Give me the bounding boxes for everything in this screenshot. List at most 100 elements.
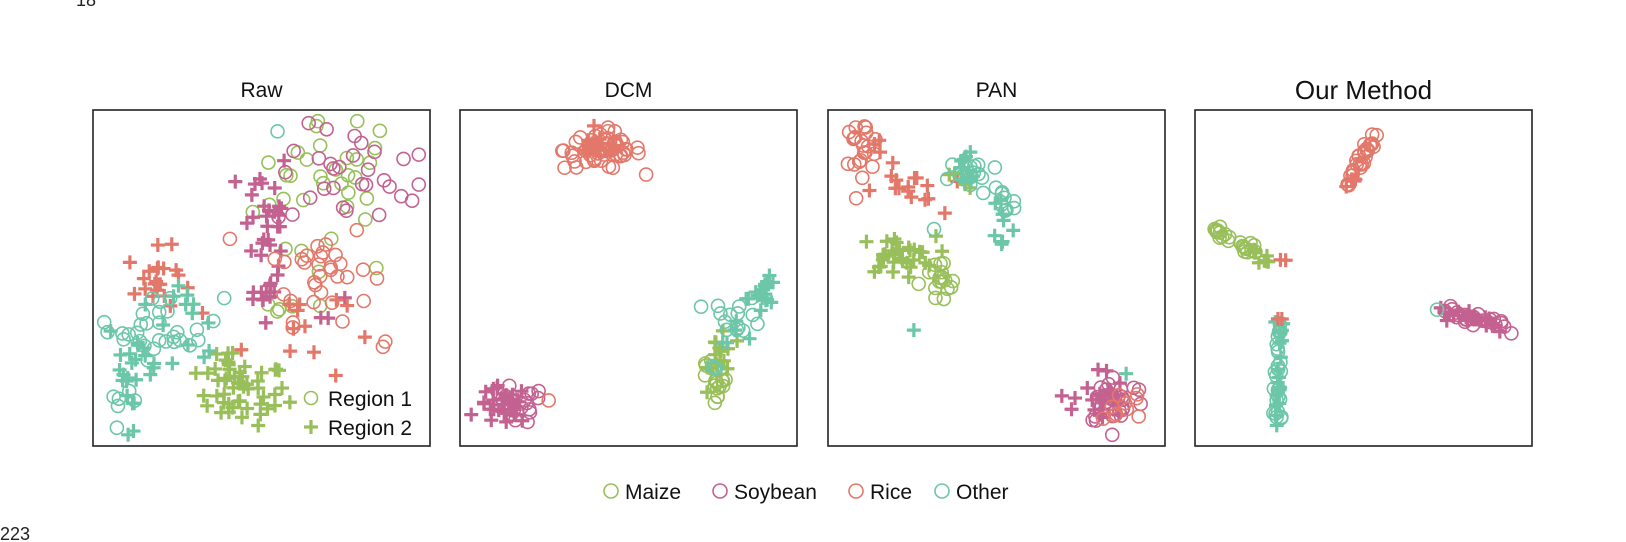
point-maize-region1	[340, 168, 356, 183]
point-other-region1	[152, 294, 168, 309]
point-other-region1	[1429, 302, 1445, 318]
panel-title: DCM	[605, 79, 653, 102]
panels: Raw DCM PAN Our Method	[92, 75, 1533, 447]
point-soybean-region2	[313, 310, 328, 325]
legend-label: Rice	[870, 481, 912, 504]
scatter-panel-1: Raw	[92, 79, 431, 447]
point-other-region2	[138, 297, 153, 312]
point-other-region1	[158, 334, 174, 349]
point-soybean-region1	[531, 383, 546, 399]
legend-item-region1: Region 1	[303, 388, 412, 411]
plot-area	[464, 118, 780, 430]
point-maize-region1	[312, 138, 328, 153]
point-rice-region1	[617, 147, 632, 163]
point-rice-region1	[313, 285, 329, 300]
point-rice-region1	[356, 293, 372, 309]
point-rice-region1	[355, 262, 371, 277]
point-soybean-region2	[1064, 402, 1079, 417]
point-soybean-region2	[1485, 318, 1500, 333]
point-other-region1	[116, 332, 131, 347]
scatter-panel-2: DCM	[459, 79, 798, 447]
point-other-region1	[191, 332, 206, 348]
point-rice-region1	[339, 269, 355, 285]
point-other-region1	[106, 389, 121, 404]
point-other-region1	[96, 314, 112, 330]
point-rice-region1	[568, 134, 584, 150]
point-rice-region1	[335, 314, 350, 329]
point-maize-region1	[1237, 240, 1253, 256]
point-maize-region2	[209, 388, 224, 403]
point-soybean-region2	[267, 181, 282, 196]
point-rice-region2	[873, 145, 888, 160]
point-rice-region2	[920, 178, 935, 193]
point-maize-region2	[217, 373, 232, 388]
point-maize-region2	[208, 361, 223, 376]
point-maize-region2	[859, 234, 874, 249]
point-rice-region1	[848, 190, 864, 206]
point-maize-region1	[310, 113, 326, 129]
point-maize-region2	[254, 365, 269, 380]
page-number-top: 18	[76, 0, 96, 10]
point-maize-region2	[217, 387, 232, 402]
class-legend: Maize Soybean Rice Other	[603, 481, 1009, 504]
point-soybean-region1	[323, 156, 338, 172]
point-maize-region2	[915, 245, 930, 260]
point-maize-region1	[349, 113, 365, 129]
point-other-region2	[762, 268, 777, 283]
point-maize-region2	[903, 243, 918, 258]
point-soybean-region2	[512, 394, 527, 409]
point-other-region2	[729, 314, 744, 329]
point-other-region2	[121, 427, 136, 442]
point-rice-region1	[855, 170, 870, 186]
point-soybean-region2	[1112, 376, 1127, 391]
soybean-swatch-icon	[712, 483, 728, 499]
point-rice-region1	[541, 393, 556, 408]
point-rice-region2	[340, 298, 355, 313]
point-rice-region1	[369, 271, 385, 286]
point-other-region2	[180, 337, 195, 352]
point-rice-region1	[1369, 127, 1385, 143]
point-rice-region1	[858, 125, 874, 141]
point-maize-region2	[901, 270, 916, 285]
point-other-region1	[139, 316, 154, 331]
point-soybean-region1	[522, 402, 537, 417]
point-soybean-region2	[256, 292, 271, 307]
point-maize-region1	[261, 155, 276, 170]
point-soybean-region2	[254, 248, 269, 263]
point-soybean-region1	[316, 181, 332, 197]
point-other-region2	[138, 348, 153, 363]
panel-title: PAN	[976, 79, 1018, 102]
point-soybean-region1	[367, 144, 382, 160]
point-maize-region2	[889, 235, 904, 250]
point-other-region2	[165, 356, 180, 371]
point-soybean-region1	[301, 115, 317, 131]
point-rice-region1	[638, 167, 654, 182]
point-rice-region2	[297, 319, 312, 334]
point-other-region2	[185, 306, 200, 321]
point-soybean-region2	[483, 402, 498, 417]
point-soybean-region2	[244, 243, 259, 258]
point-maize-region2	[899, 255, 914, 270]
point-rice-region2	[884, 169, 899, 184]
point-soybean-region2	[1433, 300, 1448, 315]
point-soybean-region2	[255, 236, 270, 251]
point-soybean-region2	[277, 153, 292, 168]
point-maize-region2	[700, 385, 715, 400]
point-other-region2	[959, 149, 974, 164]
point-other-region2	[719, 335, 734, 350]
point-soybean-region1	[411, 177, 427, 192]
point-other-region1	[713, 306, 728, 321]
point-rice-region2	[888, 181, 903, 196]
legend-item-maize: Maize	[603, 481, 681, 504]
point-soybean-region1	[1104, 427, 1120, 443]
point-rice-region1	[318, 237, 334, 252]
point-other-region2	[994, 193, 1009, 208]
point-rice-region1	[222, 231, 238, 247]
point-rice-region2	[605, 143, 620, 158]
point-rice-region1	[332, 256, 348, 271]
point-soybean-region2	[514, 384, 529, 399]
point-soybean-region2	[1478, 310, 1493, 325]
point-rice-region2	[862, 183, 877, 198]
point-rice-region2	[122, 255, 137, 270]
